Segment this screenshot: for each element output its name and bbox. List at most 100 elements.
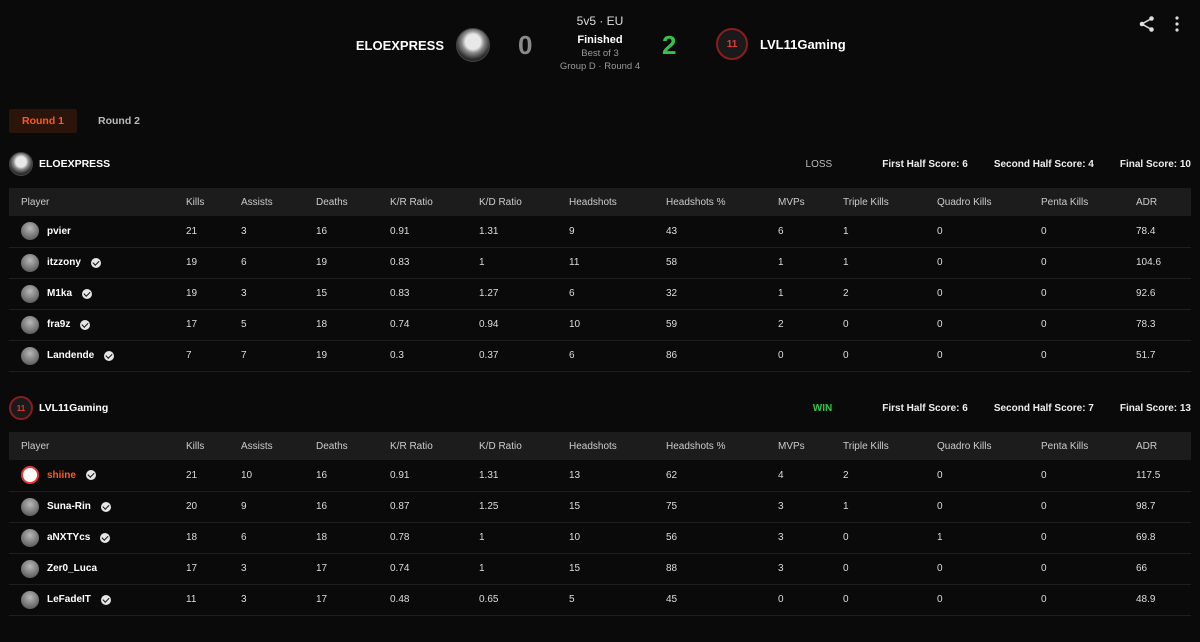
column-header-kd-ratio[interactable]: K/D Ratio <box>479 196 522 208</box>
column-header-kd-ratio[interactable]: K/D Ratio <box>479 440 522 452</box>
stat-kr-ratio: 0.83 <box>390 257 410 268</box>
stat-triple-kills: 2 <box>843 469 849 481</box>
player-avatar[interactable] <box>21 528 39 547</box>
share-icon[interactable] <box>1138 15 1156 33</box>
stat-deaths: 15 <box>316 288 328 299</box>
verified-icon <box>82 288 93 299</box>
team-bar: 11 LVL11Gaming WIN First Half Score: 6 Secon… <box>9 394 1191 422</box>
team-name[interactable]: ELOEXPRESS <box>39 158 111 170</box>
team-summary: LOSS First Half Score: 6 Second Half Score… <box>806 150 1191 178</box>
tab-round-2[interactable]: Round 2 <box>98 115 140 127</box>
column-header-deaths[interactable]: Deaths <box>316 440 348 452</box>
column-header-player[interactable]: Player <box>21 440 50 452</box>
stat-headshots: 10 <box>569 532 581 543</box>
stat-penta-kills: 0 <box>1041 469 1047 481</box>
column-header-kills[interactable]: Kills <box>186 440 205 452</box>
player-name[interactable]: LeFadeIT <box>47 594 91 605</box>
stat-deaths: 16 <box>316 469 328 481</box>
stat-kills: 20 <box>186 501 198 512</box>
player-avatar[interactable] <box>21 253 39 272</box>
tab-round-1[interactable]: Round 1 <box>9 109 77 133</box>
player-name[interactable]: itzzony <box>47 257 81 268</box>
stat-kills: 21 <box>186 225 198 237</box>
column-header-headshots-pct[interactable]: Headshots % <box>666 440 726 452</box>
table-header-row: Player Kills Assists Deaths K/R Ratio K/D Rat… <box>9 432 1191 460</box>
verified-icon <box>104 350 115 361</box>
player-cell: itzzony <box>9 247 186 278</box>
column-header-player[interactable]: Player <box>21 196 50 208</box>
stat-headshots: 5 <box>569 594 575 605</box>
table-row: pvier 21 3 16 0.91 1.31 9 43 6 1 0 0 78.4 <box>9 216 1191 247</box>
player-name[interactable]: shiine <box>47 469 76 481</box>
team-name[interactable]: LVL11Gaming <box>39 402 109 414</box>
player-name[interactable]: aNXTYcs <box>47 532 91 543</box>
table-row: Zer0_Luca 17 3 17 0.74 1 15 88 3 0 0 0 66 <box>9 553 1191 584</box>
column-header-assists[interactable]: Assists <box>241 196 273 208</box>
table-row: M1ka 19 3 15 0.83 1.27 6 32 1 2 0 0 92.6 <box>9 278 1191 309</box>
player-cell: fra9z <box>9 309 186 340</box>
column-header-triple-kills[interactable]: Triple Kills <box>843 440 889 452</box>
player-name[interactable]: Suna-Rin <box>47 501 91 512</box>
player-info: itzzony <box>21 253 186 272</box>
team-left-score: 0 <box>518 30 533 60</box>
stat-headshots-pct: 88 <box>666 563 678 574</box>
stat-triple-kills: 1 <box>843 501 849 512</box>
column-header-quadro-kills[interactable]: Quadro Kills <box>937 196 992 208</box>
first-half-score: First Half Score: 6 <box>882 402 968 414</box>
column-header-kr-ratio[interactable]: K/R Ratio <box>390 196 433 208</box>
player-avatar[interactable] <box>21 559 39 578</box>
stat-assists: 3 <box>241 288 247 299</box>
team-avatar <box>9 152 33 176</box>
player-avatar[interactable] <box>21 284 39 303</box>
table-row: aNXTYcs 18 6 18 0.78 1 10 56 3 0 1 0 69.8 <box>9 522 1191 553</box>
team-avatar-text: 11 <box>16 403 26 413</box>
column-header-headshots[interactable]: Headshots <box>569 196 617 208</box>
column-header-mvps[interactable]: MVPs <box>778 196 805 208</box>
player-avatar[interactable] <box>21 222 39 241</box>
player-name[interactable]: pvier <box>47 225 71 237</box>
player-avatar[interactable] <box>21 346 39 365</box>
player-info: fra9z <box>21 315 186 334</box>
player-cell: shiine <box>9 460 186 491</box>
player-avatar[interactable] <box>21 497 39 516</box>
stat-mvps: 3 <box>778 532 784 543</box>
final-score: Final Score: 13 <box>1119 402 1191 414</box>
column-header-adr[interactable]: ADR <box>1136 440 1158 452</box>
column-header-mvps[interactable]: MVPs <box>778 440 805 452</box>
column-header-penta-kills[interactable]: Penta Kills <box>1041 440 1089 452</box>
column-header-headshots-pct[interactable]: Headshots % <box>666 196 726 208</box>
column-header-kills[interactable]: Kills <box>186 196 205 208</box>
stat-triple-kills: 0 <box>843 563 849 574</box>
player-name[interactable]: fra9z <box>47 319 71 330</box>
team-right-header[interactable]: 11 LVL11Gaming <box>716 28 846 60</box>
player-avatar[interactable] <box>21 466 39 485</box>
stat-headshots: 6 <box>569 288 575 299</box>
more-vertical-icon[interactable] <box>1170 14 1184 34</box>
column-header-assists[interactable]: Assists <box>241 440 273 452</box>
verified-icon <box>100 501 111 512</box>
player-name[interactable]: Landende <box>47 350 95 361</box>
stat-kr-ratio: 0.91 <box>390 225 410 237</box>
verified-icon <box>80 319 91 330</box>
player-avatar[interactable] <box>21 315 39 334</box>
column-header-quadro-kills[interactable]: Quadro Kills <box>937 440 992 452</box>
player-info: shiine <box>21 466 186 485</box>
stat-adr: 78.4 <box>1136 225 1156 237</box>
stat-kd-ratio: 0.94 <box>479 319 499 330</box>
player-cell: Zer0_Luca <box>9 553 186 584</box>
column-header-adr[interactable]: ADR <box>1136 196 1158 208</box>
stat-kills: 18 <box>186 532 198 543</box>
stat-triple-kills: 1 <box>843 257 849 268</box>
stat-penta-kills: 0 <box>1041 257 1047 268</box>
column-header-kr-ratio[interactable]: K/R Ratio <box>390 440 433 452</box>
column-header-headshots[interactable]: Headshots <box>569 440 617 452</box>
team-left-header[interactable]: ELOEXPRESS <box>356 28 490 62</box>
stat-penta-kills: 0 <box>1041 532 1047 543</box>
player-name[interactable]: Zer0_Luca <box>47 563 98 574</box>
team-result: LOSS <box>805 158 833 170</box>
player-avatar[interactable] <box>21 590 39 609</box>
column-header-deaths[interactable]: Deaths <box>316 196 348 208</box>
column-header-triple-kills[interactable]: Triple Kills <box>843 196 889 208</box>
player-name[interactable]: M1ka <box>47 288 73 299</box>
column-header-penta-kills[interactable]: Penta Kills <box>1041 196 1089 208</box>
